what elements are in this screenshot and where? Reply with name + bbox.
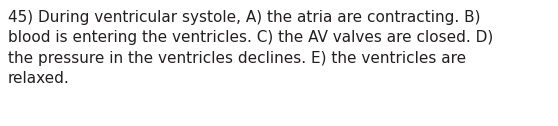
Text: 45) During ventricular systole, A) the atria are contracting. B)
blood is enteri: 45) During ventricular systole, A) the a… xyxy=(8,10,493,86)
